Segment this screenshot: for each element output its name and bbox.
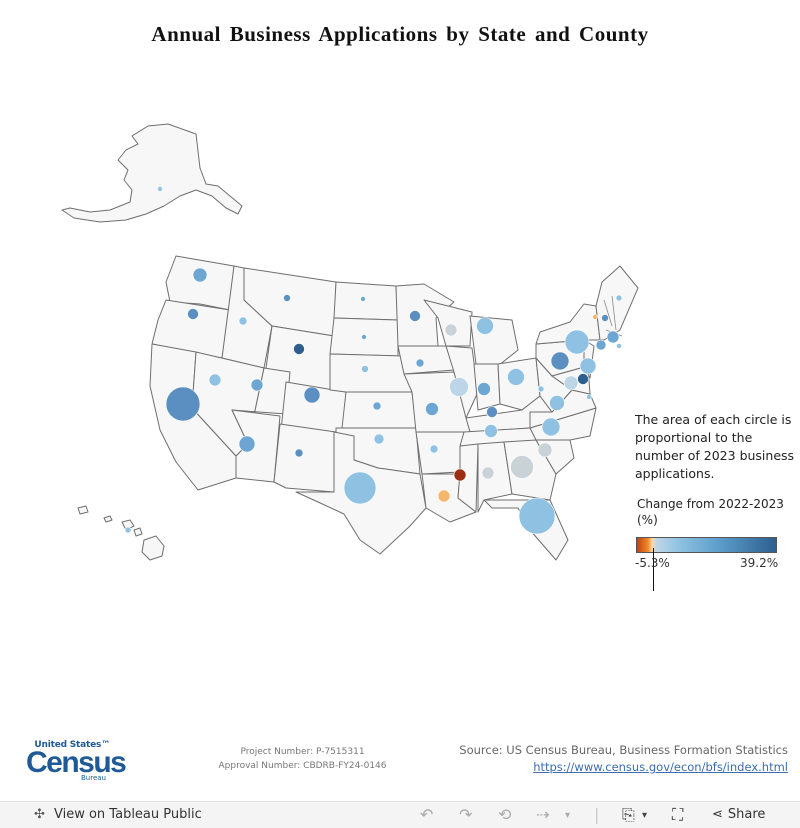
approval-number: Approval Number: CBDRB-FY24-0146 [218,761,387,771]
circle-vermont [592,314,598,320]
circle-texas [343,471,377,505]
toolbar-divider: | [594,805,600,824]
state-arkansas [415,431,465,475]
circle-dc [586,394,592,400]
circle-pennsylvania [550,351,570,371]
circle-north-dakota [360,296,366,302]
state-alaska [61,123,243,223]
circle-utah [250,378,264,392]
circle-mississippi [453,468,467,482]
state-nebraska [329,353,413,393]
circle-new-hampshire [601,314,609,322]
circle-indiana [477,382,491,396]
circle-minnesota [409,310,421,322]
source-link[interactable]: https://www.census.gov/econ/bfs/index.ht… [533,760,788,774]
circle-south-carolina [537,442,553,458]
fullscreen-icon[interactable]: ⛶ [672,805,684,824]
view-label: View on Tableau Public [54,807,202,822]
legend-size-note: The area of each circle is proportional … [635,412,795,481]
share-icon: ⋖ [712,807,723,822]
state-wisconsin [423,299,473,347]
state-new-england [595,265,639,341]
circle-nevada [208,373,222,387]
tableau-icon: ✣ [34,807,45,822]
tableau-toolbar: ✣ View on Tableau Public ↶ ↷ ⟲ ⇢ ▾ | ⎘ ▾ … [0,801,800,828]
census-logo-bottom: Bureau [81,774,106,782]
circle-new-york [564,329,590,355]
circle-west-virginia [537,385,545,393]
project-info: Project Number: P-7515311 Approval Numbe… [200,745,405,773]
circle-alabama [481,466,495,480]
state-hawaii [141,535,165,561]
circle-kansas [372,401,382,411]
state-alabama [477,441,513,513]
state-circles[interactable] [124,186,623,535]
download-dropdown-icon[interactable]: ▾ [642,810,648,821]
us-map[interactable] [0,0,800,800]
circle-tennessee [484,424,498,438]
share-label: Share [727,807,766,822]
state-north-dakota [333,281,399,321]
circle-colorado [303,386,321,404]
circle-ohio [507,368,525,386]
state-new-mexico [273,423,337,493]
circle-kentucky [486,406,498,418]
circle-arkansas [429,444,439,454]
state-kansas [341,391,417,429]
circle-delaware [577,373,589,385]
map-title: Annual Business Applications by State an… [151,22,649,46]
circle-hawaii [124,526,132,534]
circle-maine [615,294,623,302]
source-info: Source: US Census Bureau, Business Forma… [459,742,788,776]
circle-alaska [157,186,163,192]
refresh-icon[interactable]: ⇢ [536,805,550,824]
circle-iowa [415,358,425,368]
circle-new-jersey [579,357,597,375]
circle-california [165,386,201,422]
circle-south-dakota [361,334,367,340]
state-boundaries [61,123,639,561]
census-logo-top: United States™ [34,740,110,750]
census-logo: United States™ Census Bureau [26,740,127,782]
circle-michigan [476,317,494,335]
circle-oregon [187,308,199,320]
circle-connecticut [595,339,607,351]
legend-max-label: 39.2% [740,556,779,570]
download-icon[interactable]: ⎘ [622,805,635,824]
circle-washington [192,267,208,283]
redo-icon[interactable]: ↷ [459,805,473,824]
legend-marker-line [653,548,654,591]
circle-virginia [549,395,565,411]
circle-florida [518,497,556,535]
circle-wisconsin [444,323,458,337]
circle-montana [283,294,291,302]
legend-color-title: Change from 2022-2023 (%) [637,497,784,527]
circle-maryland [563,375,579,391]
project-number: Project Number: P-7515311 [240,747,365,757]
circle-nebraska [361,365,369,373]
circle-georgia [510,455,534,479]
census-logo-word: Census [26,746,127,779]
view-on-tableau-button[interactable]: ✣ View on Tableau Public [34,807,202,822]
circle-north-carolina [541,417,561,437]
state-iowa [397,345,455,375]
circle-new-mexico [294,448,304,458]
circle-oklahoma [373,433,385,445]
circle-idaho [238,316,248,326]
circle-massachusetts [606,330,620,344]
circle-arizona [238,435,256,453]
circle-illinois [449,377,469,397]
share-button[interactable]: ⋖ Share [712,807,765,822]
refresh-dropdown-icon[interactable]: ▾ [565,810,571,821]
revert-icon[interactable]: ⟲ [498,805,512,824]
legend-min-label: -5.3% [635,556,670,570]
state-mississippi [457,443,479,513]
circle-wyoming [293,343,305,355]
circle-louisiana [437,489,451,503]
source-text: Source: US Census Bureau, Business Forma… [459,743,788,757]
legend-color-bar [636,537,777,553]
circle-rhode-island [616,343,622,349]
undo-icon[interactable]: ↶ [420,805,434,824]
circle-missouri [425,402,439,416]
